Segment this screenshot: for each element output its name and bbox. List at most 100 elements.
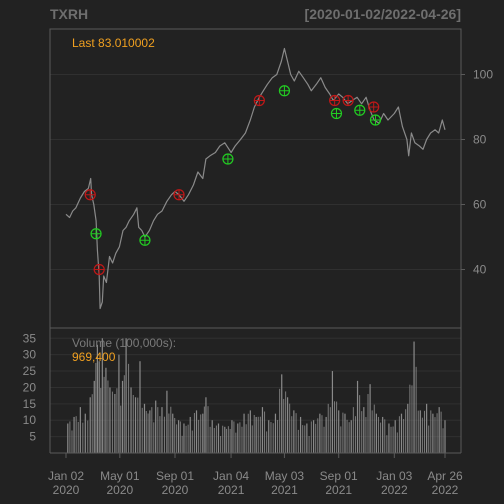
- volume-bar: [141, 407, 143, 453]
- price-series: [65, 47, 446, 310]
- volume-bar: [312, 420, 315, 453]
- volume-bar: [176, 424, 178, 453]
- volume-bar: [149, 410, 151, 453]
- date-tick-label: Sep 01: [320, 469, 358, 483]
- volume-bar: [367, 394, 369, 453]
- volume-bar: [155, 400, 157, 453]
- volume-bar: [363, 407, 365, 453]
- volume-bar: [384, 419, 386, 453]
- date-tick-label: Jan 02: [48, 469, 84, 483]
- volume-bar: [130, 387, 132, 453]
- volume-bar: [338, 410, 340, 453]
- volume-bar: [323, 426, 325, 453]
- volume-bar: [69, 421, 71, 453]
- volume-bar: [388, 423, 390, 453]
- volume-bar: [334, 401, 336, 453]
- volume-bar: [213, 428, 215, 453]
- volume-bar: [272, 423, 274, 453]
- volume-bar: [153, 422, 155, 453]
- price-tick-label: 40: [473, 263, 487, 277]
- volume-bar: [128, 363, 130, 453]
- volume-bar: [438, 407, 440, 453]
- date-tick-label: May 03: [265, 469, 305, 483]
- volume-bar: [317, 418, 319, 453]
- volume-tick-label: 5: [29, 430, 36, 444]
- volume-bar: [398, 416, 400, 453]
- sell-signal-marker: [93, 263, 105, 276]
- volume-bar: [174, 417, 176, 453]
- volume-bar: [207, 406, 209, 453]
- volume-bar: [137, 397, 139, 453]
- volume-bar: [400, 413, 403, 453]
- volume-bar: [432, 413, 434, 453]
- buy-signal-marker: [330, 107, 343, 120]
- volume-bar: [237, 423, 239, 453]
- volume-bar: [166, 390, 168, 453]
- volume-bar: [380, 422, 382, 453]
- volume-bar: [215, 425, 217, 453]
- volume-tick-label: 30: [23, 348, 37, 362]
- volume-bar: [151, 407, 153, 453]
- volume-bar: [251, 425, 253, 453]
- volume-legend-label: Volume (100,000s):: [72, 336, 176, 350]
- price-line: [65, 47, 446, 310]
- volume-bar: [440, 411, 442, 453]
- volume-bar: [281, 374, 283, 453]
- volume-bars: [67, 338, 446, 453]
- volume-bar: [84, 413, 86, 453]
- volume-bar: [211, 420, 213, 453]
- volume-bar: [233, 421, 235, 453]
- buy-signal-marker: [354, 104, 366, 116]
- volume-bar: [396, 432, 398, 453]
- date-tick-label: Jan 04: [213, 469, 249, 483]
- volume-bar: [203, 406, 205, 453]
- volume-bar: [274, 413, 277, 453]
- volume-bar: [193, 412, 195, 453]
- volume-bar: [125, 338, 127, 453]
- volume-bar: [253, 415, 255, 453]
- buy-signal-marker: [369, 114, 382, 126]
- volume-bar: [377, 416, 379, 453]
- volume-bar: [134, 397, 137, 453]
- volume-bar: [386, 435, 388, 453]
- volume-bar: [392, 426, 394, 453]
- volume-bar: [123, 375, 125, 453]
- volume-legend-value: 969,400: [72, 350, 116, 364]
- volume-bar: [157, 407, 159, 453]
- volume-bar: [359, 395, 361, 453]
- volume-bar: [147, 413, 149, 453]
- volume-bar: [321, 415, 323, 453]
- volume-bar: [241, 426, 243, 453]
- volume-tick-label: 25: [23, 364, 37, 378]
- volume-bar: [419, 410, 421, 453]
- volume-bar: [82, 422, 84, 453]
- volume-bar: [424, 410, 426, 453]
- volume-bar: [302, 425, 304, 453]
- volume-bar: [268, 420, 270, 453]
- volume-bar: [428, 425, 430, 453]
- volume-bar: [319, 413, 321, 453]
- sell-signal-marker: [329, 94, 341, 107]
- volume-tick-label: 15: [23, 397, 37, 411]
- volume-bar: [415, 366, 417, 453]
- volume-bar: [417, 410, 419, 453]
- volume-bar: [304, 425, 306, 453]
- volume-bar: [407, 403, 409, 453]
- volume-bar: [259, 416, 261, 453]
- date-tick-year: 2021: [218, 483, 245, 497]
- volume-bar: [352, 407, 354, 453]
- volume-bar: [426, 403, 428, 453]
- volume-bar: [289, 403, 291, 453]
- volume-bar: [295, 413, 297, 453]
- volume-bar: [181, 435, 183, 453]
- volume-bar: [403, 419, 405, 453]
- volume-bar: [79, 407, 81, 453]
- volume-bar: [205, 397, 207, 453]
- volume-bar: [139, 361, 141, 453]
- volume-bar: [114, 394, 116, 453]
- date-tick-year: 2022: [381, 483, 408, 497]
- volume-bar: [411, 385, 413, 453]
- price-axis-ticks: 40 60 80 100: [461, 68, 493, 277]
- volume-bar: [264, 411, 266, 453]
- volume-bar: [261, 407, 264, 453]
